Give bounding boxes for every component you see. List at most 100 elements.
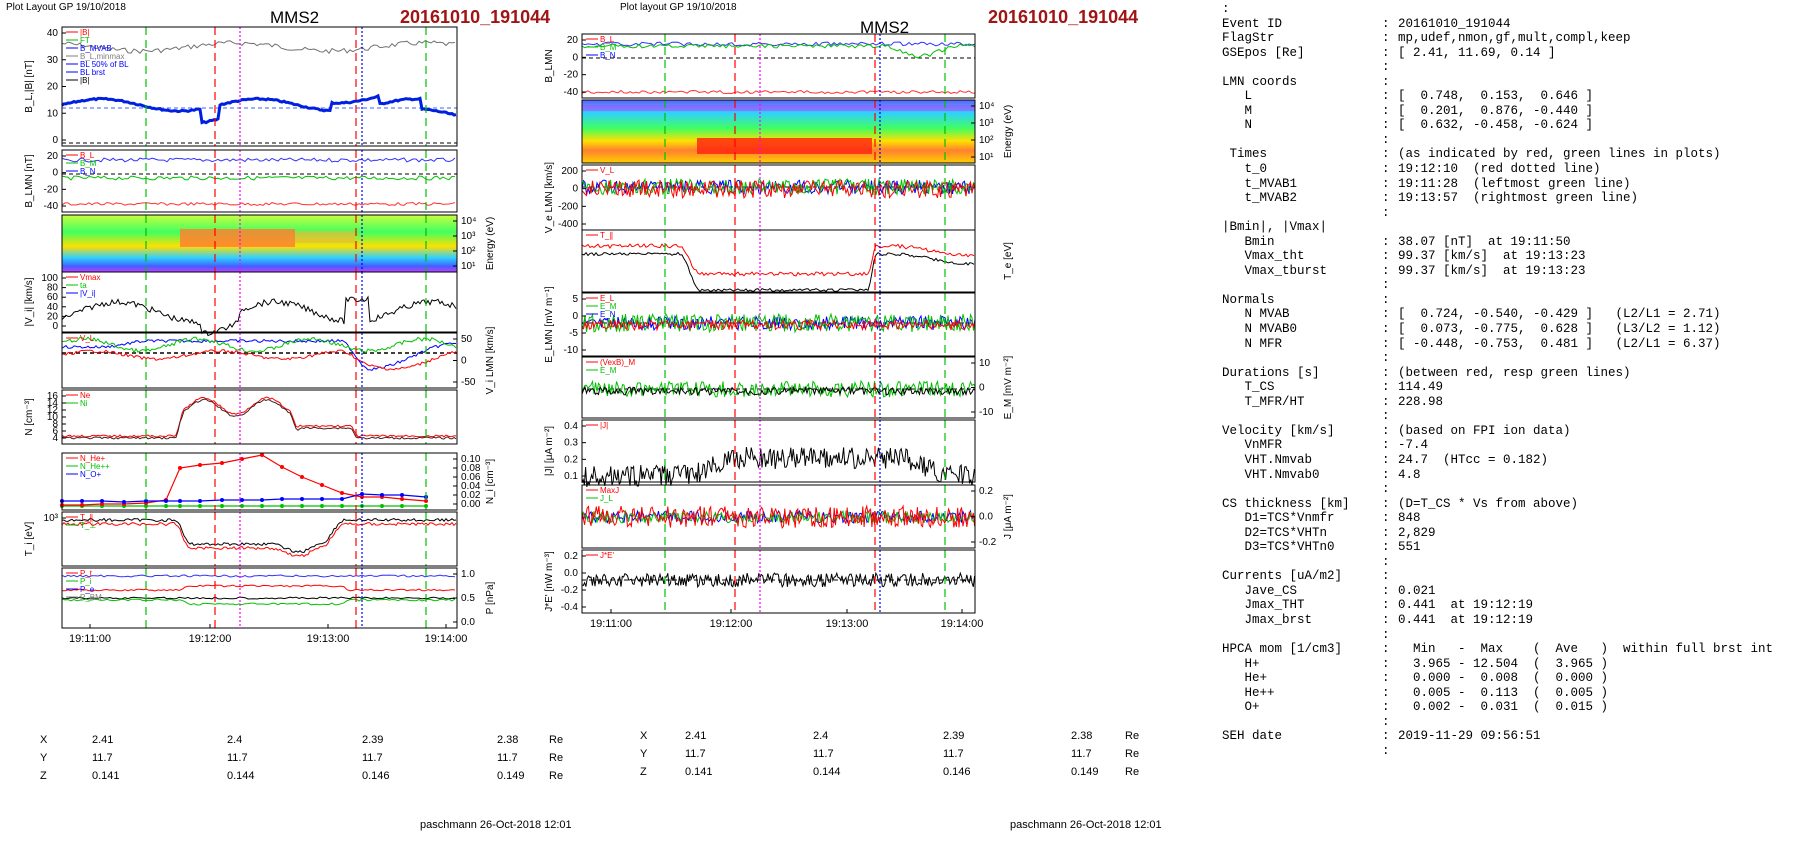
legend-entry: |B| bbox=[80, 76, 90, 85]
info-colon: : bbox=[1382, 365, 1390, 380]
info-value: 551 bbox=[1398, 540, 1421, 555]
tick-label: 0 bbox=[979, 383, 985, 394]
legend-entry: B_N bbox=[600, 51, 616, 60]
info-key: H+ bbox=[1222, 656, 1260, 671]
tick-label: 20 bbox=[47, 82, 59, 93]
info-colon: : bbox=[1382, 598, 1390, 613]
bm-trace bbox=[61, 175, 456, 181]
panel-P: 1.0 0.5 0.0 P [nPa] P_tP_iP_eP_BM bbox=[61, 567, 496, 629]
pt-trace bbox=[61, 574, 456, 578]
panel-JE: 0.2 0.0 -0.2 -0.4 J*E' [nW m⁻³] J*E' bbox=[544, 549, 976, 614]
jn-trace bbox=[581, 504, 976, 530]
legend-entry: |B| bbox=[80, 28, 90, 37]
em-trace bbox=[581, 379, 976, 399]
coord-value: 11.7 bbox=[497, 752, 518, 764]
he-plus-point bbox=[280, 504, 284, 508]
info-key bbox=[1222, 60, 1382, 75]
info-value: 114.49 bbox=[1398, 380, 1444, 395]
legend-entry: FT bbox=[80, 36, 90, 45]
tick-label: -40 bbox=[44, 201, 59, 212]
left-event-id: 20161010_191044 bbox=[400, 7, 551, 27]
bl-trace bbox=[61, 157, 456, 163]
info-colon: : bbox=[1382, 743, 1390, 758]
info-row: M: [ 0.201, 0.876, -0.440 ] bbox=[1222, 104, 1802, 119]
tick-label: -10 bbox=[979, 407, 994, 418]
he-plusplus-point bbox=[100, 502, 104, 506]
tick-label: 0.4 bbox=[564, 421, 578, 432]
tick-label: -0.2 bbox=[561, 585, 579, 596]
legend-entry: V_L bbox=[80, 334, 95, 343]
tick-label: 0.10 bbox=[461, 454, 481, 465]
info-row: VHT.Nmvab:24.7 (HTcc = 0.182) bbox=[1222, 453, 1802, 468]
tick-label: -40 bbox=[564, 87, 579, 98]
info-colon: : bbox=[1382, 685, 1390, 700]
je-trace bbox=[581, 571, 976, 589]
info-colon: : bbox=[1382, 147, 1390, 162]
coord-value: 0.144 bbox=[813, 766, 841, 778]
info-value: 20161010_191044 bbox=[1398, 16, 1511, 31]
info-key bbox=[1222, 555, 1382, 570]
info-key bbox=[1222, 744, 1382, 759]
coord-value: 0.149 bbox=[497, 770, 525, 782]
tick-label: 20 bbox=[47, 311, 59, 322]
info-row: |Bmin|, |Vmax| bbox=[1222, 220, 1802, 235]
info-key: He+ bbox=[1222, 671, 1268, 686]
info-key: Bmin bbox=[1222, 234, 1275, 249]
right-coords-table: X 2.41 2.4 2.39 2.38 Re Y 11.7 11.7 11.7… bbox=[640, 727, 1139, 781]
info-value: 3.965 - 12.504 ( 3.965 ) bbox=[1398, 656, 1609, 671]
tick-label: 0.2 bbox=[564, 454, 578, 465]
vi-trace bbox=[61, 295, 457, 337]
he-plusplus-point bbox=[340, 491, 344, 495]
info-colon: : bbox=[1382, 394, 1390, 409]
he-plus-point bbox=[240, 504, 244, 508]
legend-entry: E_M bbox=[600, 302, 617, 311]
coord-value: 2.39 bbox=[362, 734, 384, 746]
info-colon: : bbox=[1382, 351, 1390, 366]
o-plus-point bbox=[300, 497, 304, 501]
tick-label: 10³ bbox=[461, 231, 476, 242]
info-colon: : bbox=[1382, 671, 1390, 686]
info-key bbox=[1222, 206, 1382, 221]
coord-label: Y bbox=[640, 748, 648, 760]
info-value: 848 bbox=[1398, 511, 1421, 526]
legend-entry: E_L bbox=[600, 294, 615, 303]
info-colon: : bbox=[1382, 263, 1390, 278]
info-row: GSEpos [Re]: [ 2.41, 11.69, 0.14 ] bbox=[1222, 46, 1802, 61]
bm-trace bbox=[581, 43, 976, 59]
info-key: VHT.Nmvab0 bbox=[1222, 467, 1320, 482]
info-colon: : bbox=[1382, 74, 1390, 89]
info-colon: : bbox=[1382, 60, 1390, 75]
info-row: Event ID:20161010_191044 bbox=[1222, 17, 1802, 32]
event-info-panel: : Event ID:20161010_191044 FlagStr: mp,udef… bbox=[1222, 2, 1802, 758]
axis-label: P [nPa] bbox=[485, 581, 496, 614]
info-value: 0.441 at 19:12:19 bbox=[1398, 612, 1534, 627]
tick-label: 200 bbox=[561, 166, 578, 177]
info-row: N MFR: [ -0.448, -0.753, 0.481 ] (L2/L1 =… bbox=[1222, 337, 1802, 352]
info-row: : bbox=[1222, 409, 1802, 424]
tick-label: 0.00 bbox=[461, 499, 481, 510]
info-colon: : bbox=[1382, 191, 1390, 206]
tick-label: 10³ bbox=[979, 118, 994, 129]
info-colon: : bbox=[1382, 336, 1390, 351]
coord-value: 0.141 bbox=[685, 766, 713, 778]
coord-row: Z 0.141 0.144 0.146 0.149 Re bbox=[40, 767, 563, 785]
panel-frame bbox=[61, 271, 458, 333]
tick-label: 1.0 bbox=[461, 569, 475, 580]
vl-trace bbox=[61, 338, 457, 371]
info-key: SEH date bbox=[1222, 729, 1283, 744]
coord-label: Z bbox=[40, 770, 47, 782]
spectrogram-high-band bbox=[582, 105, 975, 111]
info-key: Event ID bbox=[1222, 16, 1283, 31]
tick-label: 60 bbox=[47, 292, 59, 303]
info-colon bbox=[1382, 220, 1398, 235]
axis-label: B_LMN bbox=[544, 49, 555, 82]
tick-label: 10 bbox=[47, 108, 59, 119]
panel-frame bbox=[581, 292, 976, 357]
info-row: Jmax_brst:0.441 at 19:12:19 bbox=[1222, 613, 1802, 628]
info-key: Currents [uA/m2] bbox=[1222, 569, 1343, 584]
he-plus-point bbox=[164, 504, 168, 508]
info-colon: : bbox=[1382, 292, 1390, 307]
panel-BLMN: 20 0 -20 -40 B_LMN [nT] B_LB_MB_N bbox=[24, 149, 458, 213]
axis-label: T_i [eV] bbox=[24, 522, 35, 557]
